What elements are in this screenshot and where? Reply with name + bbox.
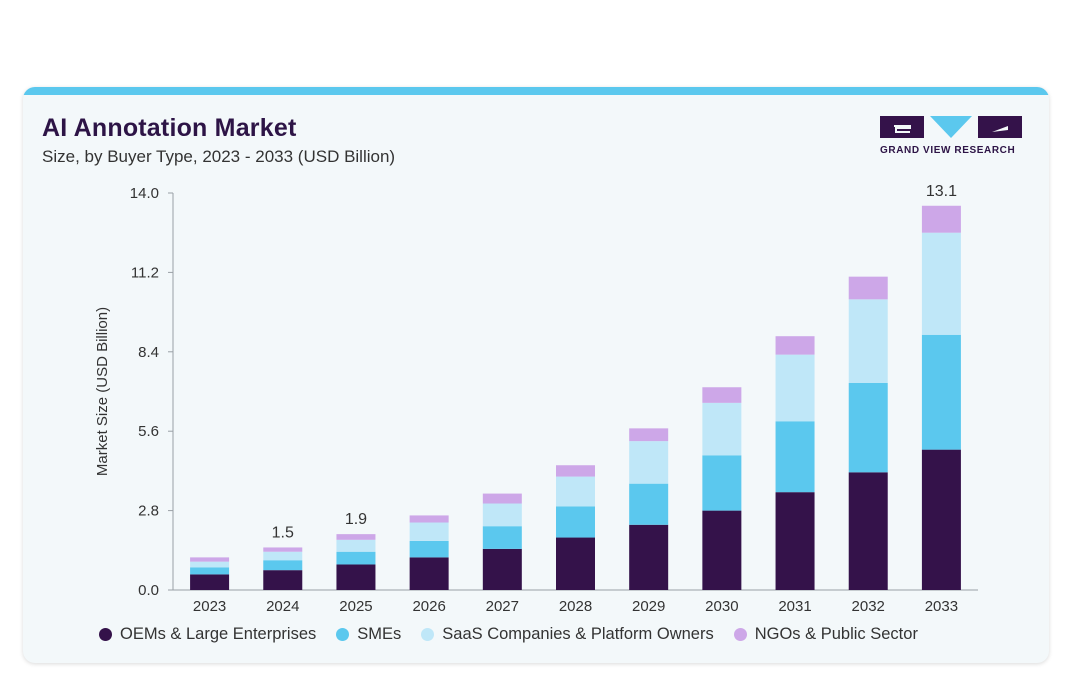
bar-segment (629, 428, 669, 442)
bar-segment (190, 574, 230, 590)
logo-text: GRAND VIEW RESEARCH (880, 145, 1016, 156)
legend-swatch (733, 628, 747, 641)
chart-legend: OEMs & Large Enterprises SMEs SaaS Compani… (99, 625, 918, 644)
bar-segment (921, 205, 961, 233)
bar-segment (190, 557, 230, 562)
bar-segment (702, 510, 742, 590)
bar-segment (629, 441, 669, 484)
y-axis-title: Market Size (USD Billion) (94, 307, 111, 476)
y-tick-label: 8.4 (138, 344, 159, 361)
y-tick-label: 11.2 (131, 264, 159, 281)
x-tick-label: 2028 (559, 598, 592, 615)
bar-segment (629, 483, 669, 525)
bar-segment (848, 472, 888, 590)
x-tick-label: 2029 (632, 598, 665, 615)
bar-segment (556, 465, 595, 477)
x-tick-label: 2027 (486, 598, 519, 615)
bar-segment (702, 387, 742, 403)
bar-segment (263, 560, 303, 571)
data-label: 13.1 (926, 183, 957, 200)
x-tick-label: 2030 (705, 598, 738, 615)
bar-segment (702, 455, 742, 511)
x-tick-label: 2031 (778, 598, 811, 615)
bar-segment (482, 493, 522, 504)
bar-segment (775, 492, 815, 590)
gvr-logo-icon (880, 116, 1022, 138)
bar-segment (921, 334, 961, 450)
bar-segment (336, 564, 376, 590)
bar-segment (848, 382, 888, 473)
bar-segment (702, 402, 742, 456)
legend-swatch (421, 628, 435, 641)
bar-segment (775, 421, 815, 493)
stacked-bar-chart: 0.0 2.8 5.6 8.4 11.2 14.0 Market Size (USD Bil… (94, 183, 978, 615)
grand-view-research-logo: GRAND VIEW RESEARCH (880, 114, 1026, 160)
bar-segment (556, 537, 595, 590)
data-label: 1.9 (345, 511, 367, 528)
legend-label: OEMs & Large Enterprises (120, 625, 317, 643)
bar-segment (190, 567, 230, 575)
y-tick-label: 5.6 (138, 423, 159, 440)
accent-bar (23, 87, 1049, 95)
legend-label: SaaS Companies & Platform Owners (442, 625, 714, 643)
legend-label: SMEs (357, 625, 402, 643)
x-tick-label: 2024 (266, 598, 299, 615)
legend-swatch (336, 628, 350, 641)
bar-segment (482, 548, 522, 590)
bar-segment (556, 476, 595, 507)
x-tick-label: 2032 (852, 598, 885, 615)
bar-segment (190, 561, 230, 568)
chart-subtitle: Size, by Buyer Type, 2023 - 2033 (USD Bi… (42, 147, 396, 166)
legend-item: SMEs (336, 625, 401, 644)
bar-segment (848, 299, 888, 383)
x-tick-label: 2025 (339, 598, 372, 615)
bar-segment (556, 506, 595, 538)
x-tick-label: 2033 (925, 598, 958, 615)
bar-segment (482, 503, 522, 527)
bar-segment (336, 551, 376, 565)
bar-segment (921, 232, 961, 335)
x-tick-label: 2023 (193, 598, 226, 615)
bar-segment (775, 354, 815, 422)
chart-title: AI Annotation Market (42, 114, 297, 142)
bar-segment (409, 515, 449, 523)
data-label: 1.5 (272, 524, 294, 541)
bar-segment (629, 524, 669, 590)
legend-swatch (99, 628, 112, 641)
legend-item: NGOs & Public Sector (733, 625, 918, 644)
bar-segment (921, 449, 961, 590)
y-tick-label: 2.8 (138, 503, 159, 520)
bar-segment (409, 557, 449, 590)
bar-segment (263, 551, 303, 561)
legend-label: NGOs & Public Sector (754, 625, 918, 643)
x-tick-label: 2026 (412, 598, 445, 615)
bar-segment (848, 276, 888, 300)
legend-item: OEMs & Large Enterprises (99, 625, 316, 644)
legend-item: SaaS Companies & Platform Owners (421, 625, 714, 644)
bar-segment (482, 526, 522, 549)
bar-segment (263, 570, 303, 590)
y-tick-label: 0.0 (138, 582, 159, 599)
bar-segment (775, 336, 815, 355)
bar-segment (336, 539, 376, 552)
chart-card: AI Annotation Market Size, by Buyer Type… (23, 87, 1049, 663)
y-tick-label: 14.0 (130, 185, 159, 202)
bar-segment (409, 540, 449, 558)
bar-segment (409, 522, 449, 541)
bar-segment (336, 534, 376, 540)
bar-segment (263, 547, 303, 552)
